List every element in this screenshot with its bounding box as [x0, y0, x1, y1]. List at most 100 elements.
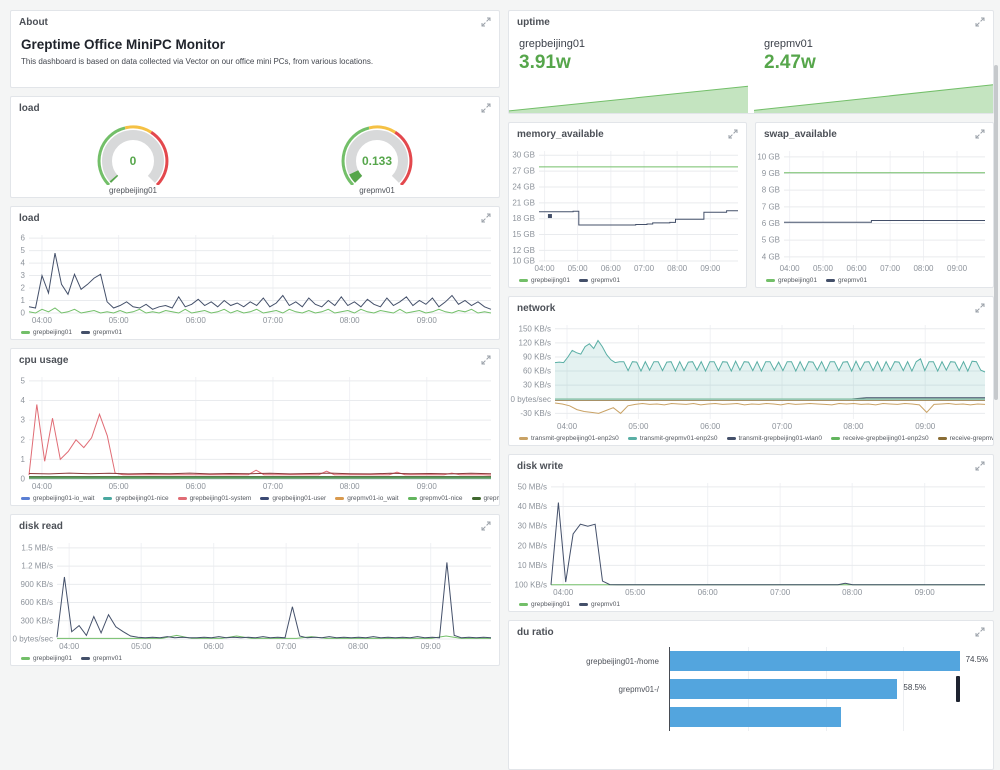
y-axis-tick: 50 MB/s: [518, 482, 547, 491]
expand-icon[interactable]: [481, 521, 491, 531]
legend-item-grepmv01[interactable]: grepmv01: [81, 655, 122, 662]
gauge-threshold-arc: [341, 126, 370, 185]
swap-chart[interactable]: 4 GB 5 GB 6 GB 7 GB 8 GB 9 GB 10 GB 04:00 05:00 0…: [756, 145, 993, 287]
y-axis-tick: 600 KB/s: [21, 598, 53, 607]
gauge-value-arc: [349, 170, 363, 183]
expand-icon[interactable]: [728, 129, 738, 139]
panel-title-disk-read[interactable]: disk read: [19, 520, 63, 532]
legend-item-transmit-grepbeijing01-enp2s0[interactable]: transmit-grepbeijing01-enp2s0: [519, 435, 619, 442]
panel-memory-available: memory_available 10 GB 12 GB 15 GB 18 GB 21 …: [508, 122, 747, 288]
legend-item-grepmv01[interactable]: grepmv01: [579, 601, 620, 608]
legend-label: transmit-grepbeijing01-wlan0: [738, 435, 822, 442]
y-axis-tick: 10 GB: [512, 257, 535, 266]
gauge-threshold-arc: [124, 125, 153, 134]
panel-title-cpu[interactable]: cpu usage: [19, 354, 69, 366]
panel-title-swap[interactable]: swap_available: [764, 128, 837, 140]
gauge-grepmv01[interactable]: 0.133 grepmv01: [255, 121, 499, 195]
legend-item-grepbeijing01[interactable]: grepbeijing01: [519, 277, 570, 284]
legend-item-grepmv01[interactable]: grepmv01: [826, 277, 867, 284]
legend-item-grepmv01-nice[interactable]: grepmv01-nice: [407, 495, 463, 502]
legend-swatch: [937, 437, 947, 440]
stat-grepmv01[interactable]: grepmv01 2.47w: [754, 33, 993, 113]
legend-swatch: [579, 279, 589, 282]
gauge-grepbeijing01[interactable]: 0 grepbeijing01: [11, 121, 255, 195]
series-line-grepmv01: [550, 502, 985, 586]
memory-chart[interactable]: 10 GB 12 GB 15 GB 18 GB 21 GB 24 GB 27 GB 30 GB…: [509, 145, 746, 287]
legend-item-grepmv01[interactable]: grepmv01: [81, 329, 122, 336]
panel-title-uptime[interactable]: uptime: [517, 16, 550, 28]
panel-du-ratio: du ratio grepbeijing01-/home 74.5% grepmv0…: [508, 620, 994, 770]
bar-peak-marker: [955, 676, 960, 702]
cpu-chart[interactable]: 0 1 2 3 4 5 04:00 05:00 06:00 07:00 08:00 09:00 grep…: [11, 371, 499, 505]
legend-item-grepbeijing01-system[interactable]: grepbeijing01-system: [177, 495, 251, 502]
y-axis-tick: 12 GB: [512, 246, 535, 255]
expand-icon[interactable]: [975, 17, 985, 27]
panel-header: uptime: [509, 11, 993, 33]
y-axis-tick: 20 MB/s: [518, 541, 547, 550]
gauge-label: grepmv01: [359, 186, 395, 195]
load-chart[interactable]: 0 1 2 3 4 5 6 04:00 05:00 06:00 07:00 08:00 09:00 gre…: [11, 229, 499, 339]
legend-item-grepmv01[interactable]: grepmv01: [579, 277, 620, 284]
bar-row: grepmv01-/ 58.5%: [509, 675, 981, 703]
bar-track[interactable]: 58.5%: [669, 675, 981, 703]
legend-item-grepbeijing01-io_wait[interactable]: grepbeijing01-io_wait: [21, 495, 94, 502]
expand-icon[interactable]: [481, 103, 491, 113]
legend-item-receive-grepmv01-enp2s0[interactable]: receive-grepmv01-enp2s0: [937, 435, 993, 442]
panel-title-about[interactable]: About: [19, 16, 48, 28]
panel-title-disk-write[interactable]: disk write: [517, 460, 564, 472]
legend-item-grepbeijing01-nice[interactable]: grepbeijing01-nice: [103, 495, 169, 502]
y-axis-tick: 9 GB: [762, 169, 780, 178]
legend-item-grepbeijing01[interactable]: grepbeijing01: [21, 329, 72, 336]
legend-swatch: [579, 603, 589, 606]
x-axis-tick: 04:00: [553, 588, 574, 597]
legend-item-grepmv01-io_wait[interactable]: grepmv01-io_wait: [335, 495, 399, 502]
panel-title-load-gauges[interactable]: load: [19, 102, 40, 114]
panel-title-network[interactable]: network: [517, 302, 556, 314]
y-axis-tick: 300 KB/s: [21, 616, 53, 625]
y-axis-tick: 1.5 MB/s: [21, 543, 53, 552]
bar-track[interactable]: 74.5%: [669, 647, 988, 675]
legend-item-grepbeijing01[interactable]: grepbeijing01: [766, 277, 817, 284]
network-chart[interactable]: -30 KB/s 0 bytes/sec 30 KB/s 60 KB/s 90 KB/s…: [509, 319, 993, 445]
legend-swatch: [260, 497, 270, 500]
expand-icon[interactable]: [975, 627, 985, 637]
load-gauges-chart[interactable]: 0 grepbeijing01 0.133 grepmv01: [11, 119, 499, 197]
panel-title-load[interactable]: load: [19, 212, 40, 224]
panel-title-memory[interactable]: memory_available: [517, 128, 604, 140]
panel-load-timeseries: load 0 1 2 3 4 5 6 04:00 05:00 06:00 07:00 08:00 09:…: [10, 206, 500, 340]
vertical-scrollbar[interactable]: [994, 65, 998, 400]
legend-item-grepbeijing01[interactable]: grepbeijing01: [21, 655, 72, 662]
legend-item-transmit-grepmv01-enp2s0[interactable]: transmit-grepmv01-enp2s0: [627, 435, 718, 442]
legend-label: grepmv01-nice: [419, 495, 463, 502]
legend-item-grepbeijing01-user[interactable]: grepbeijing01-user: [260, 495, 326, 502]
x-axis-tick: 07:00: [263, 316, 284, 325]
y-axis-tick: 2: [21, 435, 26, 444]
y-axis-tick: 4: [21, 396, 26, 405]
bar-track[interactable]: [669, 703, 981, 731]
legend-label: grepmv01: [591, 601, 620, 608]
du-ratio-chart[interactable]: grepbeijing01-/home 74.5% grepmv01-/ 58.5%: [509, 643, 993, 769]
panel-header: memory_available: [509, 123, 746, 145]
disk-read-chart[interactable]: 0 bytes/sec 300 KB/s 600 KB/s 900 KB/s 1.2 M…: [11, 537, 499, 665]
left-column: About Greptime Office MiniPC Monitor Thi…: [10, 10, 500, 666]
legend-item-transmit-grepbeijing01-wlan0[interactable]: transmit-grepbeijing01-wlan0: [726, 435, 822, 442]
y-axis-tick: 0: [21, 309, 26, 318]
expand-icon[interactable]: [481, 17, 491, 27]
expand-icon[interactable]: [975, 303, 985, 313]
x-axis-tick: 08:00: [843, 422, 864, 431]
y-axis-tick: 3: [21, 416, 26, 425]
y-axis-tick: 6 GB: [762, 219, 780, 228]
legend-label: grepmv01: [591, 277, 620, 284]
legend-item-receive-grepbeijing01-enp2s0[interactable]: receive-grepbeijing01-enp2s0: [830, 435, 929, 442]
disk-write-chart[interactable]: 100 KB/s 10 MB/s 20 MB/s 30 MB/s 40 MB/s 50 M…: [509, 477, 993, 611]
y-axis-tick: 1.2 MB/s: [21, 562, 53, 571]
panel-title-du-ratio[interactable]: du ratio: [517, 626, 554, 638]
stat-grepbeijing01[interactable]: grepbeijing01 3.91w: [509, 33, 748, 113]
expand-icon[interactable]: [975, 129, 985, 139]
legend-item-grepmv01-system[interactable]: grepmv01-system: [471, 495, 499, 502]
expand-icon[interactable]: [481, 213, 491, 223]
expand-icon[interactable]: [975, 461, 985, 471]
legend-item-grepbeijing01[interactable]: grepbeijing01: [519, 601, 570, 608]
legend-swatch: [21, 331, 30, 334]
expand-icon[interactable]: [481, 355, 491, 365]
